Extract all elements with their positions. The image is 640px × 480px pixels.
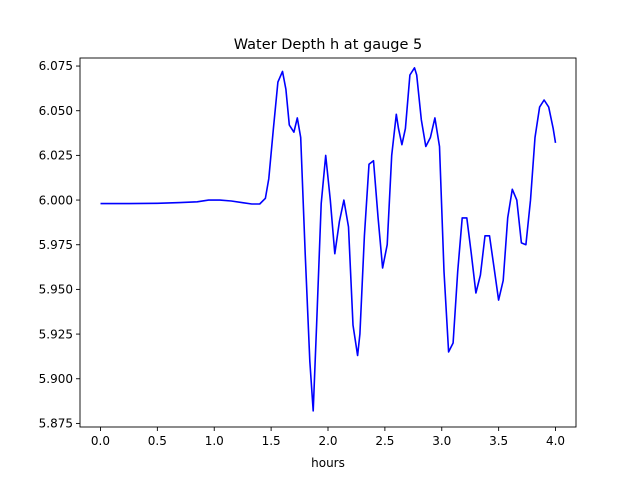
x-axis-ticks: 0.0 0.5 1.0 1.5 2.0 2.5 3.0 3.5 4.0 bbox=[91, 427, 565, 448]
x-tick-label: 1.0 bbox=[205, 434, 224, 448]
chart-title: Water Depth h at gauge 5 bbox=[234, 37, 422, 53]
y-axis-ticks: 5.875 5.900 5.925 5.950 5.975 6.000 6.025 6.050… bbox=[39, 59, 80, 431]
x-tick-label: 3.5 bbox=[489, 434, 508, 448]
x-tick-label: 1.5 bbox=[262, 434, 281, 448]
y-tick-label: 5.900 bbox=[39, 372, 73, 386]
plot-frame bbox=[79, 57, 577, 428]
x-tick-label: 0.0 bbox=[91, 434, 110, 448]
y-tick-label: 5.950 bbox=[39, 283, 73, 297]
plot-area: 0.0 0.5 1.0 1.5 2.0 2.5 3.0 3.5 4.0 5.8755.9005.… bbox=[39, 57, 577, 448]
x-tick-label: 4.0 bbox=[546, 434, 565, 448]
y-tick-label: 6.075 bbox=[39, 59, 73, 73]
series-line bbox=[100, 67, 557, 412]
y-tick-label: 6.000 bbox=[39, 193, 73, 207]
y-tick-label: 5.875 bbox=[39, 417, 73, 431]
x-tick-label: 3.0 bbox=[432, 434, 451, 448]
y-tick-label: 6.025 bbox=[39, 149, 73, 163]
y-tick-label: 5.975 bbox=[39, 238, 73, 252]
x-axis-label: hours bbox=[311, 456, 345, 470]
y-tick-label: 6.050 bbox=[39, 104, 73, 118]
x-tick-label: 2.0 bbox=[318, 434, 337, 448]
y-tick-label: 5.925 bbox=[39, 327, 73, 341]
x-tick-label: 0.5 bbox=[148, 434, 167, 448]
x-tick-label: 2.5 bbox=[375, 434, 394, 448]
